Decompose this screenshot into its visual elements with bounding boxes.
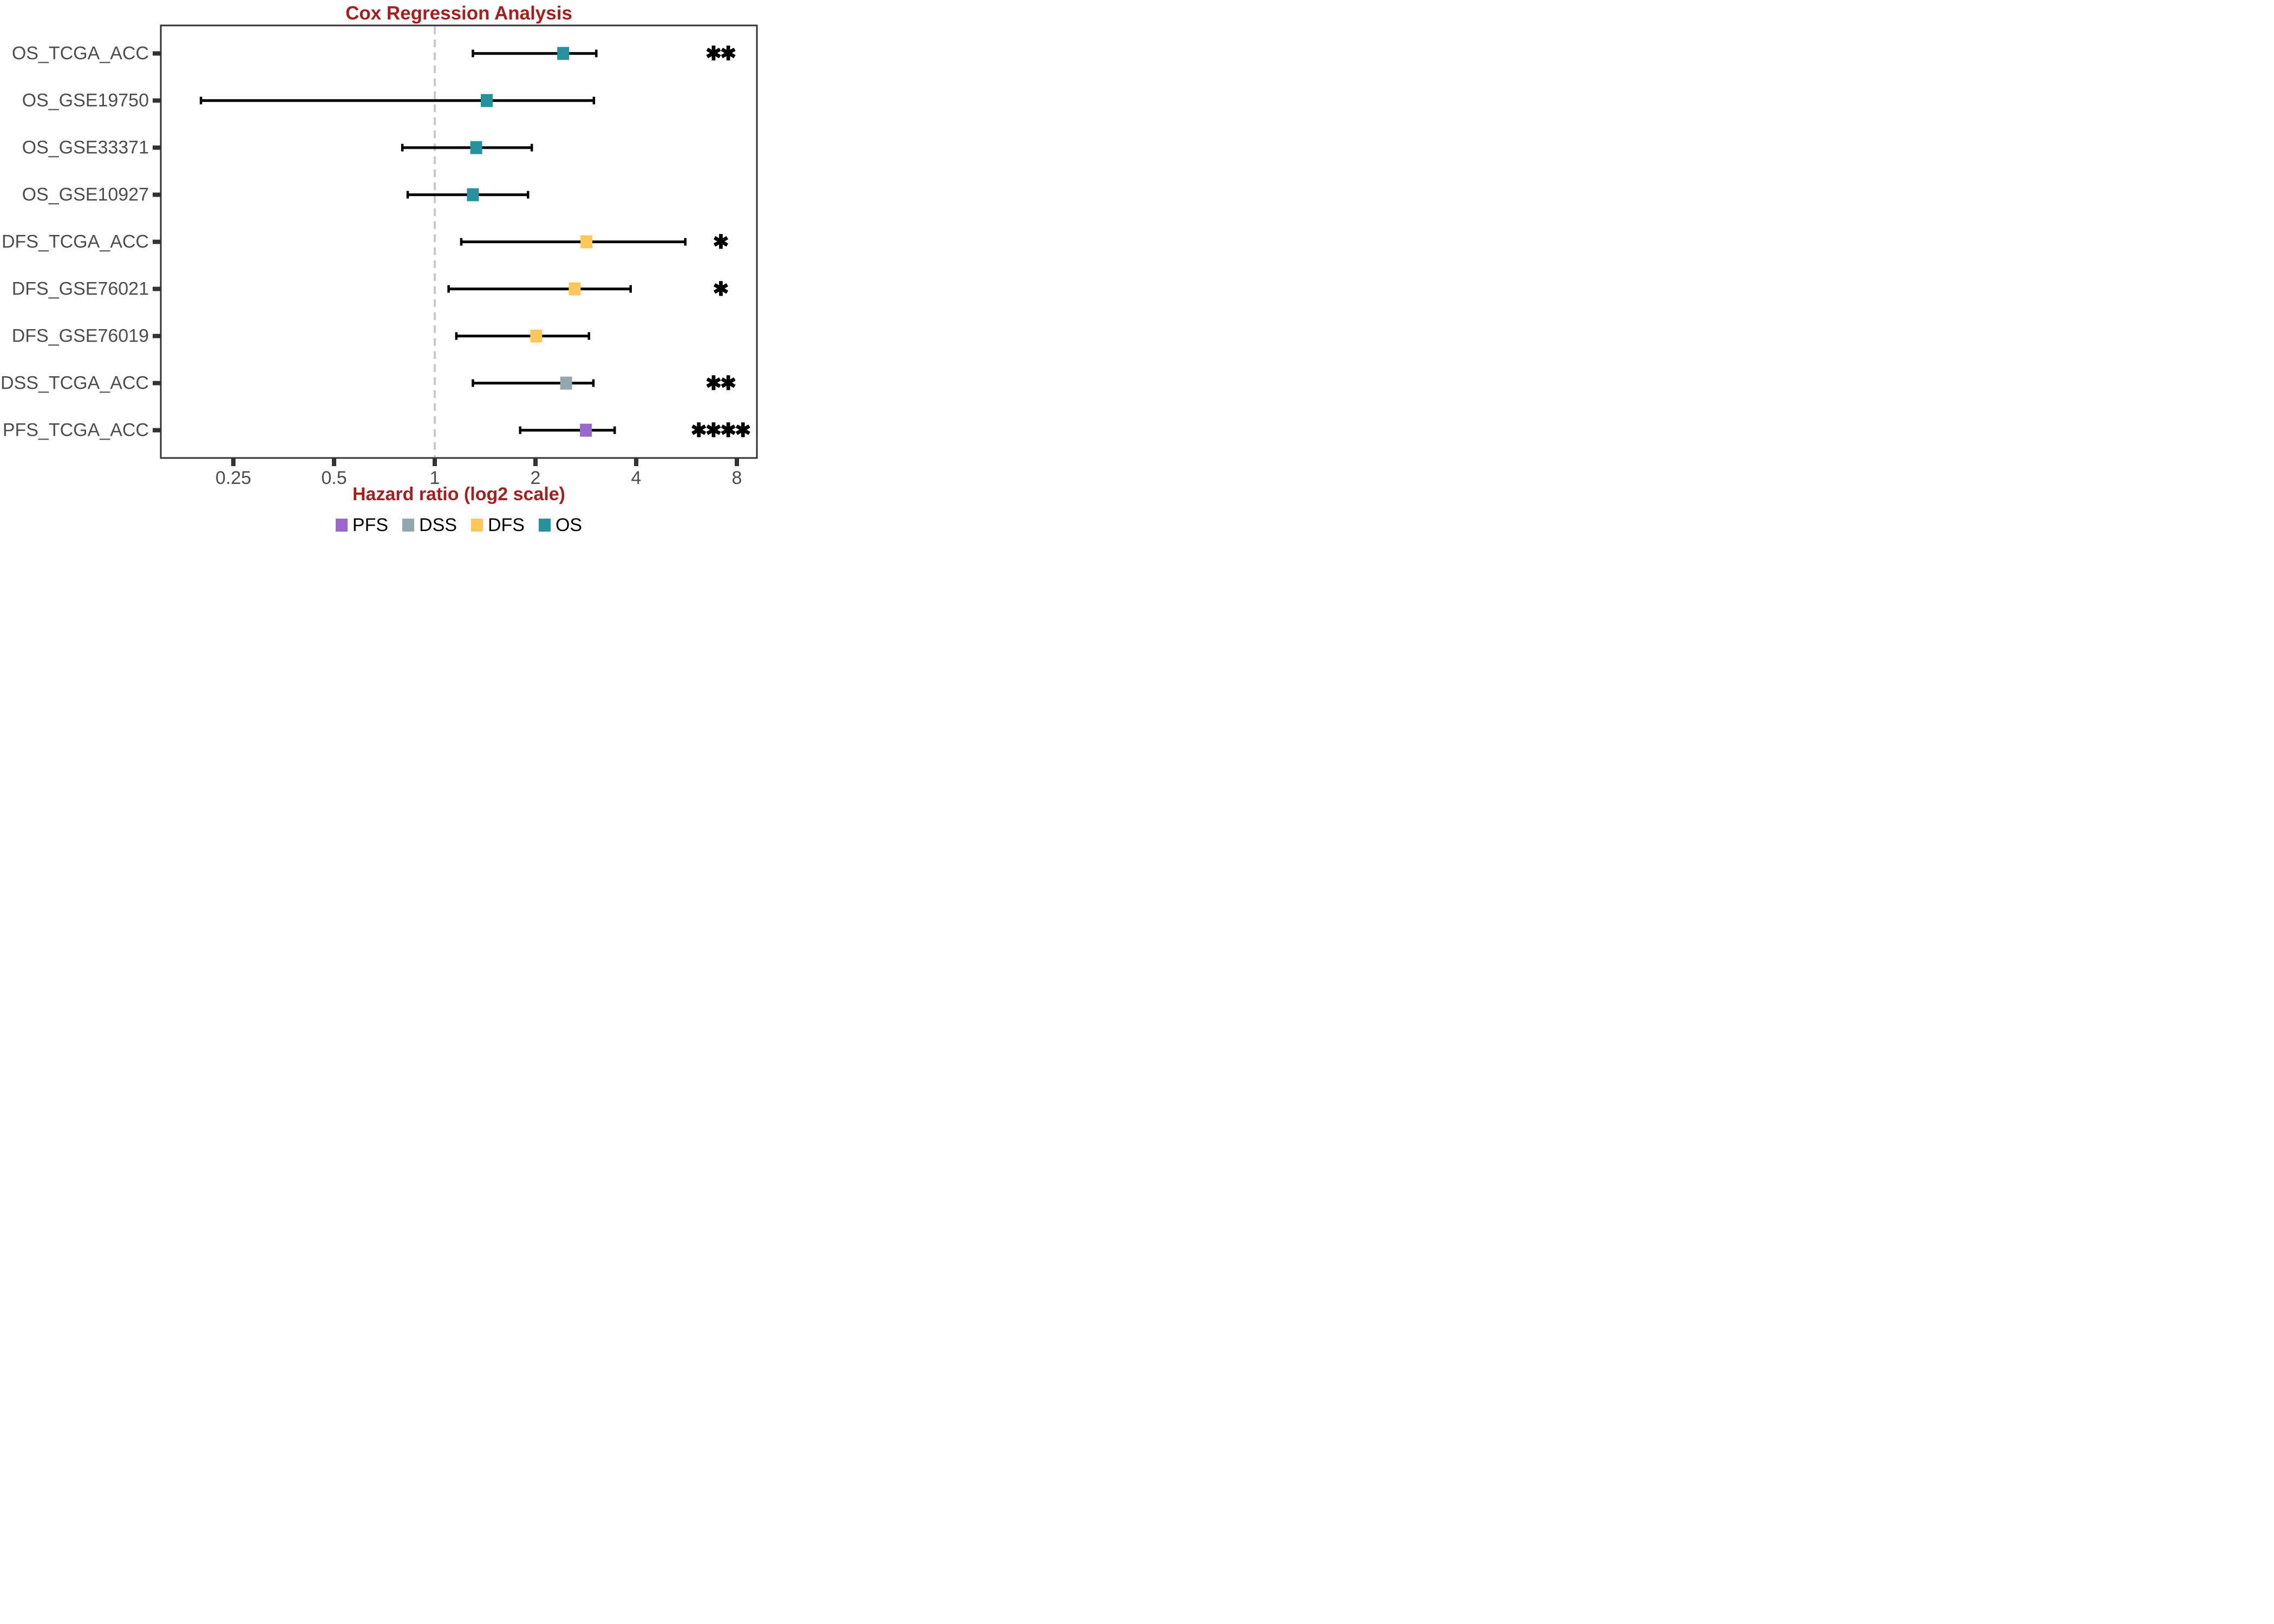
- x-tick-label: 4: [631, 468, 642, 488]
- legend-item-pfs: PFS: [335, 512, 389, 538]
- significance-stars: ✱✱: [705, 42, 736, 64]
- x-axis-title: Hazard ratio (log2 scale): [352, 484, 565, 505]
- x-tick-label: 0.25: [215, 468, 251, 488]
- significance-stars: ✱: [713, 278, 728, 300]
- x-tick-label: 2: [531, 468, 541, 488]
- significance-stars: ✱✱: [705, 372, 736, 394]
- hr-point: [560, 376, 572, 390]
- hr-point: [568, 282, 581, 296]
- hr-point: [580, 423, 592, 437]
- y-axis-label: DFS_GSE76021: [12, 279, 149, 299]
- x-tick-label: 0.5: [321, 468, 347, 488]
- legend-key-dfs: [471, 519, 483, 532]
- significance-stars: ✱✱✱✱: [691, 419, 750, 441]
- hr-point: [480, 94, 493, 107]
- y-axis-label: OS_GSE10927: [22, 185, 149, 205]
- legend: PFS DSS DFS OS: [161, 512, 757, 538]
- legend-key-pfs: [335, 519, 348, 532]
- y-axis-label: DFS_GSE76019: [12, 326, 149, 346]
- hr-point: [557, 47, 570, 60]
- legend-label-pfs: PFS: [352, 515, 389, 535]
- legend-label-os: OS: [555, 515, 583, 535]
- hr-point: [530, 329, 543, 343]
- legend-label-dfs: DFS: [487, 515, 525, 535]
- x-tick-label: 1: [430, 468, 440, 488]
- hr-point: [470, 141, 482, 154]
- y-axis-label: DFS_TCGA_ACC: [2, 232, 149, 252]
- forest-plot-figure: Cox Regression Analysis 0.25 0.5 1 2 4 8 OS_TC…: [0, 0, 758, 541]
- y-axis-label: OS_GSE19750: [22, 90, 149, 111]
- legend-item-os: OS: [538, 512, 583, 538]
- forest-plot-canvas: 0.25 0.5 1 2 4 8OS_TCGA_ACC ✱✱OS_GSE19750OS_GS…: [1, 24, 758, 488]
- legend-item-dss: DSS: [402, 512, 457, 538]
- y-axis-label: OS_TCGA_ACC: [12, 43, 149, 64]
- y-axis-label: DSS_TCGA_ACC: [1, 373, 149, 394]
- hr-point: [580, 235, 593, 248]
- legend-key-os: [538, 519, 551, 532]
- significance-stars: ✱: [713, 231, 728, 253]
- legend-key-dss: [402, 519, 415, 532]
- chart-title: Cox Regression Analysis: [345, 3, 572, 24]
- hr-point: [467, 188, 479, 201]
- legend-label-dss: DSS: [419, 515, 457, 535]
- x-tick-label: 8: [732, 468, 742, 488]
- y-axis-label: OS_GSE33371: [22, 137, 149, 158]
- legend-item-dfs: DFS: [471, 512, 525, 538]
- y-axis-label: PFS_TCGA_ACC: [3, 420, 149, 441]
- panel-border: [160, 24, 758, 459]
